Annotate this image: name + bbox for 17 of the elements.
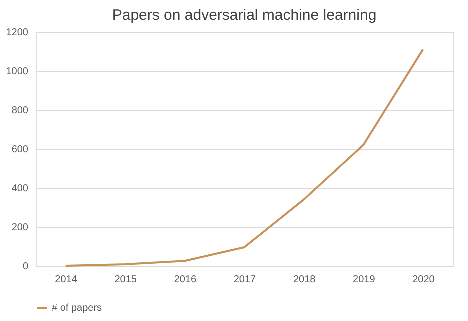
y-tick-label: 1200	[6, 28, 29, 38]
y-tick-label: 1000	[6, 66, 29, 78]
x-tick-label: 2020	[412, 274, 436, 286]
y-tick-label: 200	[12, 222, 29, 234]
x-tick-label: 2019	[353, 274, 376, 286]
x-tick-label: 2017	[234, 274, 257, 286]
legend-label: # of papers	[52, 303, 102, 314]
x-tick-label: 2014	[55, 274, 78, 286]
x-tick-label: 2016	[174, 274, 197, 286]
line-series	[64, 48, 424, 267]
x-tick-label: 2018	[293, 274, 316, 286]
chart-title: Papers on adversarial machine learning	[112, 7, 377, 24]
y-tick-label: 400	[12, 184, 29, 194]
y-tick-label: 800	[12, 106, 29, 116]
y-tick-label: 600	[12, 144, 29, 156]
x-tick-label: 2015	[114, 274, 138, 286]
y-tick-label: 0	[22, 262, 29, 272]
